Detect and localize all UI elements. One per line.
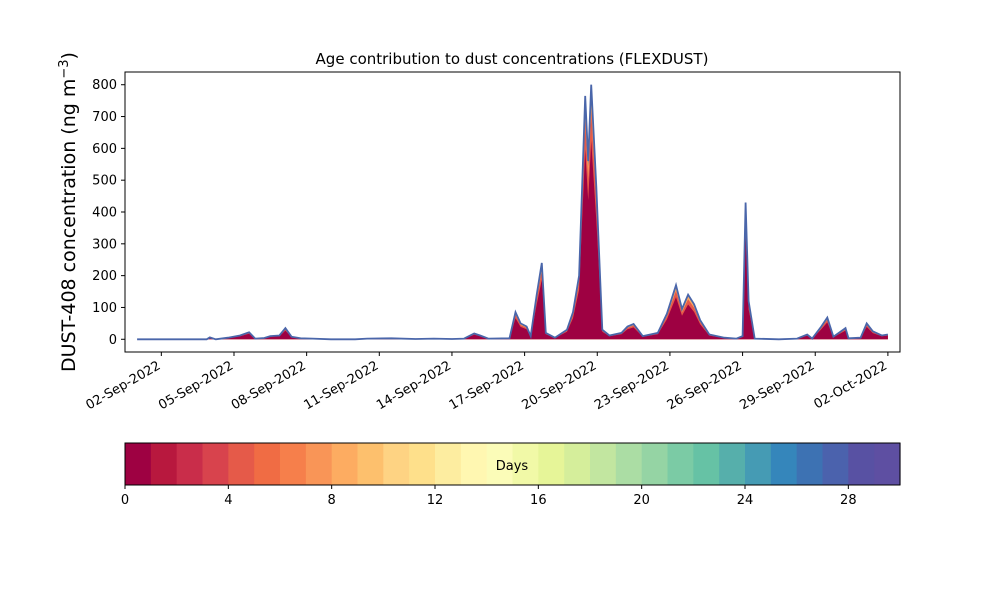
colorbar-swatch	[667, 443, 694, 485]
y-tick-label: 100	[92, 301, 117, 316]
colorbar-swatch	[254, 443, 281, 485]
colorbar-swatch	[796, 443, 824, 485]
colorbar-swatch	[538, 443, 565, 485]
colorbar-swatch	[874, 443, 901, 485]
y-tick-label: 700	[92, 110, 117, 125]
x-tick-label: 20-Sep-2022	[519, 358, 599, 413]
colorbar-swatch	[564, 443, 591, 485]
colorbar-swatch	[435, 443, 462, 485]
x-tick-label: 23-Sep-2022	[592, 358, 672, 413]
colorbar-swatch	[848, 443, 875, 485]
colorbar-swatch	[357, 443, 384, 485]
x-tick-label: 02-Oct-2022	[811, 358, 889, 412]
area-age-27-28	[137, 84, 888, 340]
colorbar-swatch	[228, 443, 255, 485]
colorbar-swatch	[486, 443, 514, 485]
colorbar-swatch	[280, 443, 307, 485]
colorbar-frame	[124, 442, 901, 486]
x-tick-label: 17-Sep-2022	[447, 358, 527, 413]
y-axis-label-exponent: −3	[57, 59, 72, 78]
x-tick-label: 08-Sep-2022	[229, 358, 309, 413]
y-tick-label: 600	[92, 142, 117, 157]
y-axis-label-main: DUST-408 concentration (ng m	[58, 79, 80, 372]
colorbar-swatch	[770, 443, 798, 485]
colorbar-swatch	[176, 443, 204, 485]
colorbar-tick-label: 8	[328, 493, 336, 508]
colorbar-swatch	[590, 443, 617, 485]
x-tick-label: 29-Sep-2022	[737, 358, 817, 413]
area-age-4-5	[137, 110, 888, 340]
colorbar-swatch	[822, 443, 849, 485]
y-tick-label: 200	[92, 269, 117, 284]
x-tick-label: 02-Sep-2022	[84, 358, 164, 413]
chart-title: Age contribution to dust concentrations …	[316, 50, 709, 68]
colorbar-swatch	[125, 443, 152, 485]
plot-area	[137, 84, 889, 341]
colorbar-tick-label: 28	[840, 493, 857, 508]
colorbar-swatch	[641, 443, 669, 485]
y-axis-label: DUST-408 concentration (ng m−3)	[57, 52, 81, 372]
colorbar-swatch	[305, 443, 333, 485]
colorbar-swatch	[719, 443, 746, 485]
y-tick-label: 500	[92, 174, 117, 189]
colorbar-swatch	[512, 443, 539, 485]
colorbar: 0 4 8 12 16 20 24 28	[121, 442, 901, 508]
colorbar-tick-label: 0	[121, 493, 129, 508]
x-tick-label: 11-Sep-2022	[301, 358, 381, 413]
colorbar-swatch	[693, 443, 720, 485]
y-tick-label: 800	[92, 78, 117, 93]
y-tick-label: 400	[92, 206, 117, 221]
colorbar-swatch	[615, 443, 643, 485]
x-tick-label: 26-Sep-2022	[665, 358, 745, 413]
colorbar-swatch	[460, 443, 488, 485]
y-tick-label: 300	[92, 237, 117, 252]
total-line	[137, 84, 889, 341]
colorbar-swatch	[383, 443, 410, 485]
area-age-8-9	[137, 92, 888, 340]
x-axis: 02-Sep-202205-Sep-202208-Sep-202211-Sep-…	[84, 352, 890, 413]
y-axis: 0 100 200 300 400 500 600 700 800	[92, 78, 125, 348]
x-tick-label: 14-Sep-2022	[374, 358, 454, 413]
colorbar-tick-label: 16	[530, 493, 547, 508]
colorbar-label: Days	[496, 459, 529, 474]
colorbar-swatch	[150, 443, 178, 485]
area-age-0-1	[137, 140, 888, 340]
colorbar-tick-label: 12	[427, 493, 444, 508]
colorbar-tick-label: 20	[633, 493, 650, 508]
colorbar-swatch	[745, 443, 772, 485]
colorbar-swatch	[202, 443, 229, 485]
x-tick-label: 05-Sep-2022	[156, 358, 236, 413]
colorbar-tick-label: 24	[737, 493, 754, 508]
colorbar-swatch	[331, 443, 359, 485]
y-axis-label-close: )	[58, 52, 80, 59]
svg-text:DUST-408 concentration (ng m−3: DUST-408 concentration (ng m−3)	[57, 52, 81, 372]
colorbar-tick-label: 4	[224, 493, 232, 508]
plot-frame	[124, 71, 901, 353]
colorbar-swatch	[409, 443, 436, 485]
y-tick-label: 0	[109, 333, 117, 348]
